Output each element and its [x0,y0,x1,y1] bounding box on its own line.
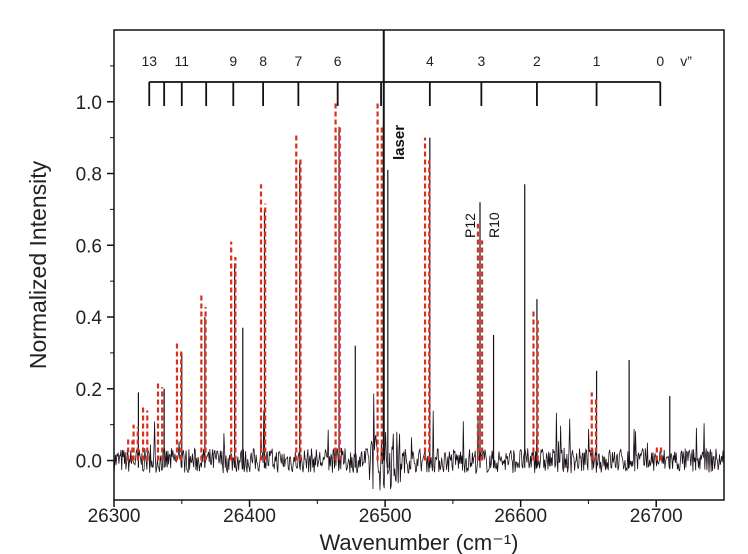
y-tick-label: 0.6 [76,236,102,257]
x-tick-label: 26700 [630,506,683,527]
v-scale-label: 8 [259,53,267,69]
annotation-p12: P12 [462,213,478,238]
y-tick-label: 0.4 [76,308,103,329]
v-scale-label: 9 [229,53,237,69]
x-tick-label: 26600 [494,506,547,527]
v-scale-label: 13 [141,53,157,69]
v-scale-label: 2 [533,53,541,69]
y-tick-label: 1.0 [76,93,102,114]
y-tick-label: 0.2 [76,380,102,401]
x-tick-label: 26500 [359,506,412,527]
y-tick-label: 0.0 [76,452,102,473]
annotation-laser: laser [391,125,408,160]
v-scale-label: 3 [477,53,485,69]
experiment-noise-trace [113,393,725,491]
v-scale-title: v” [680,53,692,69]
y-tick-label: 0.8 [76,165,102,186]
annotation-r10: R10 [486,212,502,238]
v-scale-label: 11 [175,53,190,69]
x-tick-label: 26400 [223,506,276,527]
plot-frame [113,29,725,501]
v-scale-label: 7 [294,53,302,69]
x-axis-label: Wavenumber (cm⁻¹) [319,530,518,554]
v-scale-label: 6 [334,53,342,69]
x-tick-label: 26300 [88,506,141,527]
v-scale-label: 1 [593,53,601,69]
y-axis-label: Normalized Intensity [25,160,51,369]
v-scale-label: 4 [426,53,434,69]
v-scale-label: 0 [656,53,664,69]
